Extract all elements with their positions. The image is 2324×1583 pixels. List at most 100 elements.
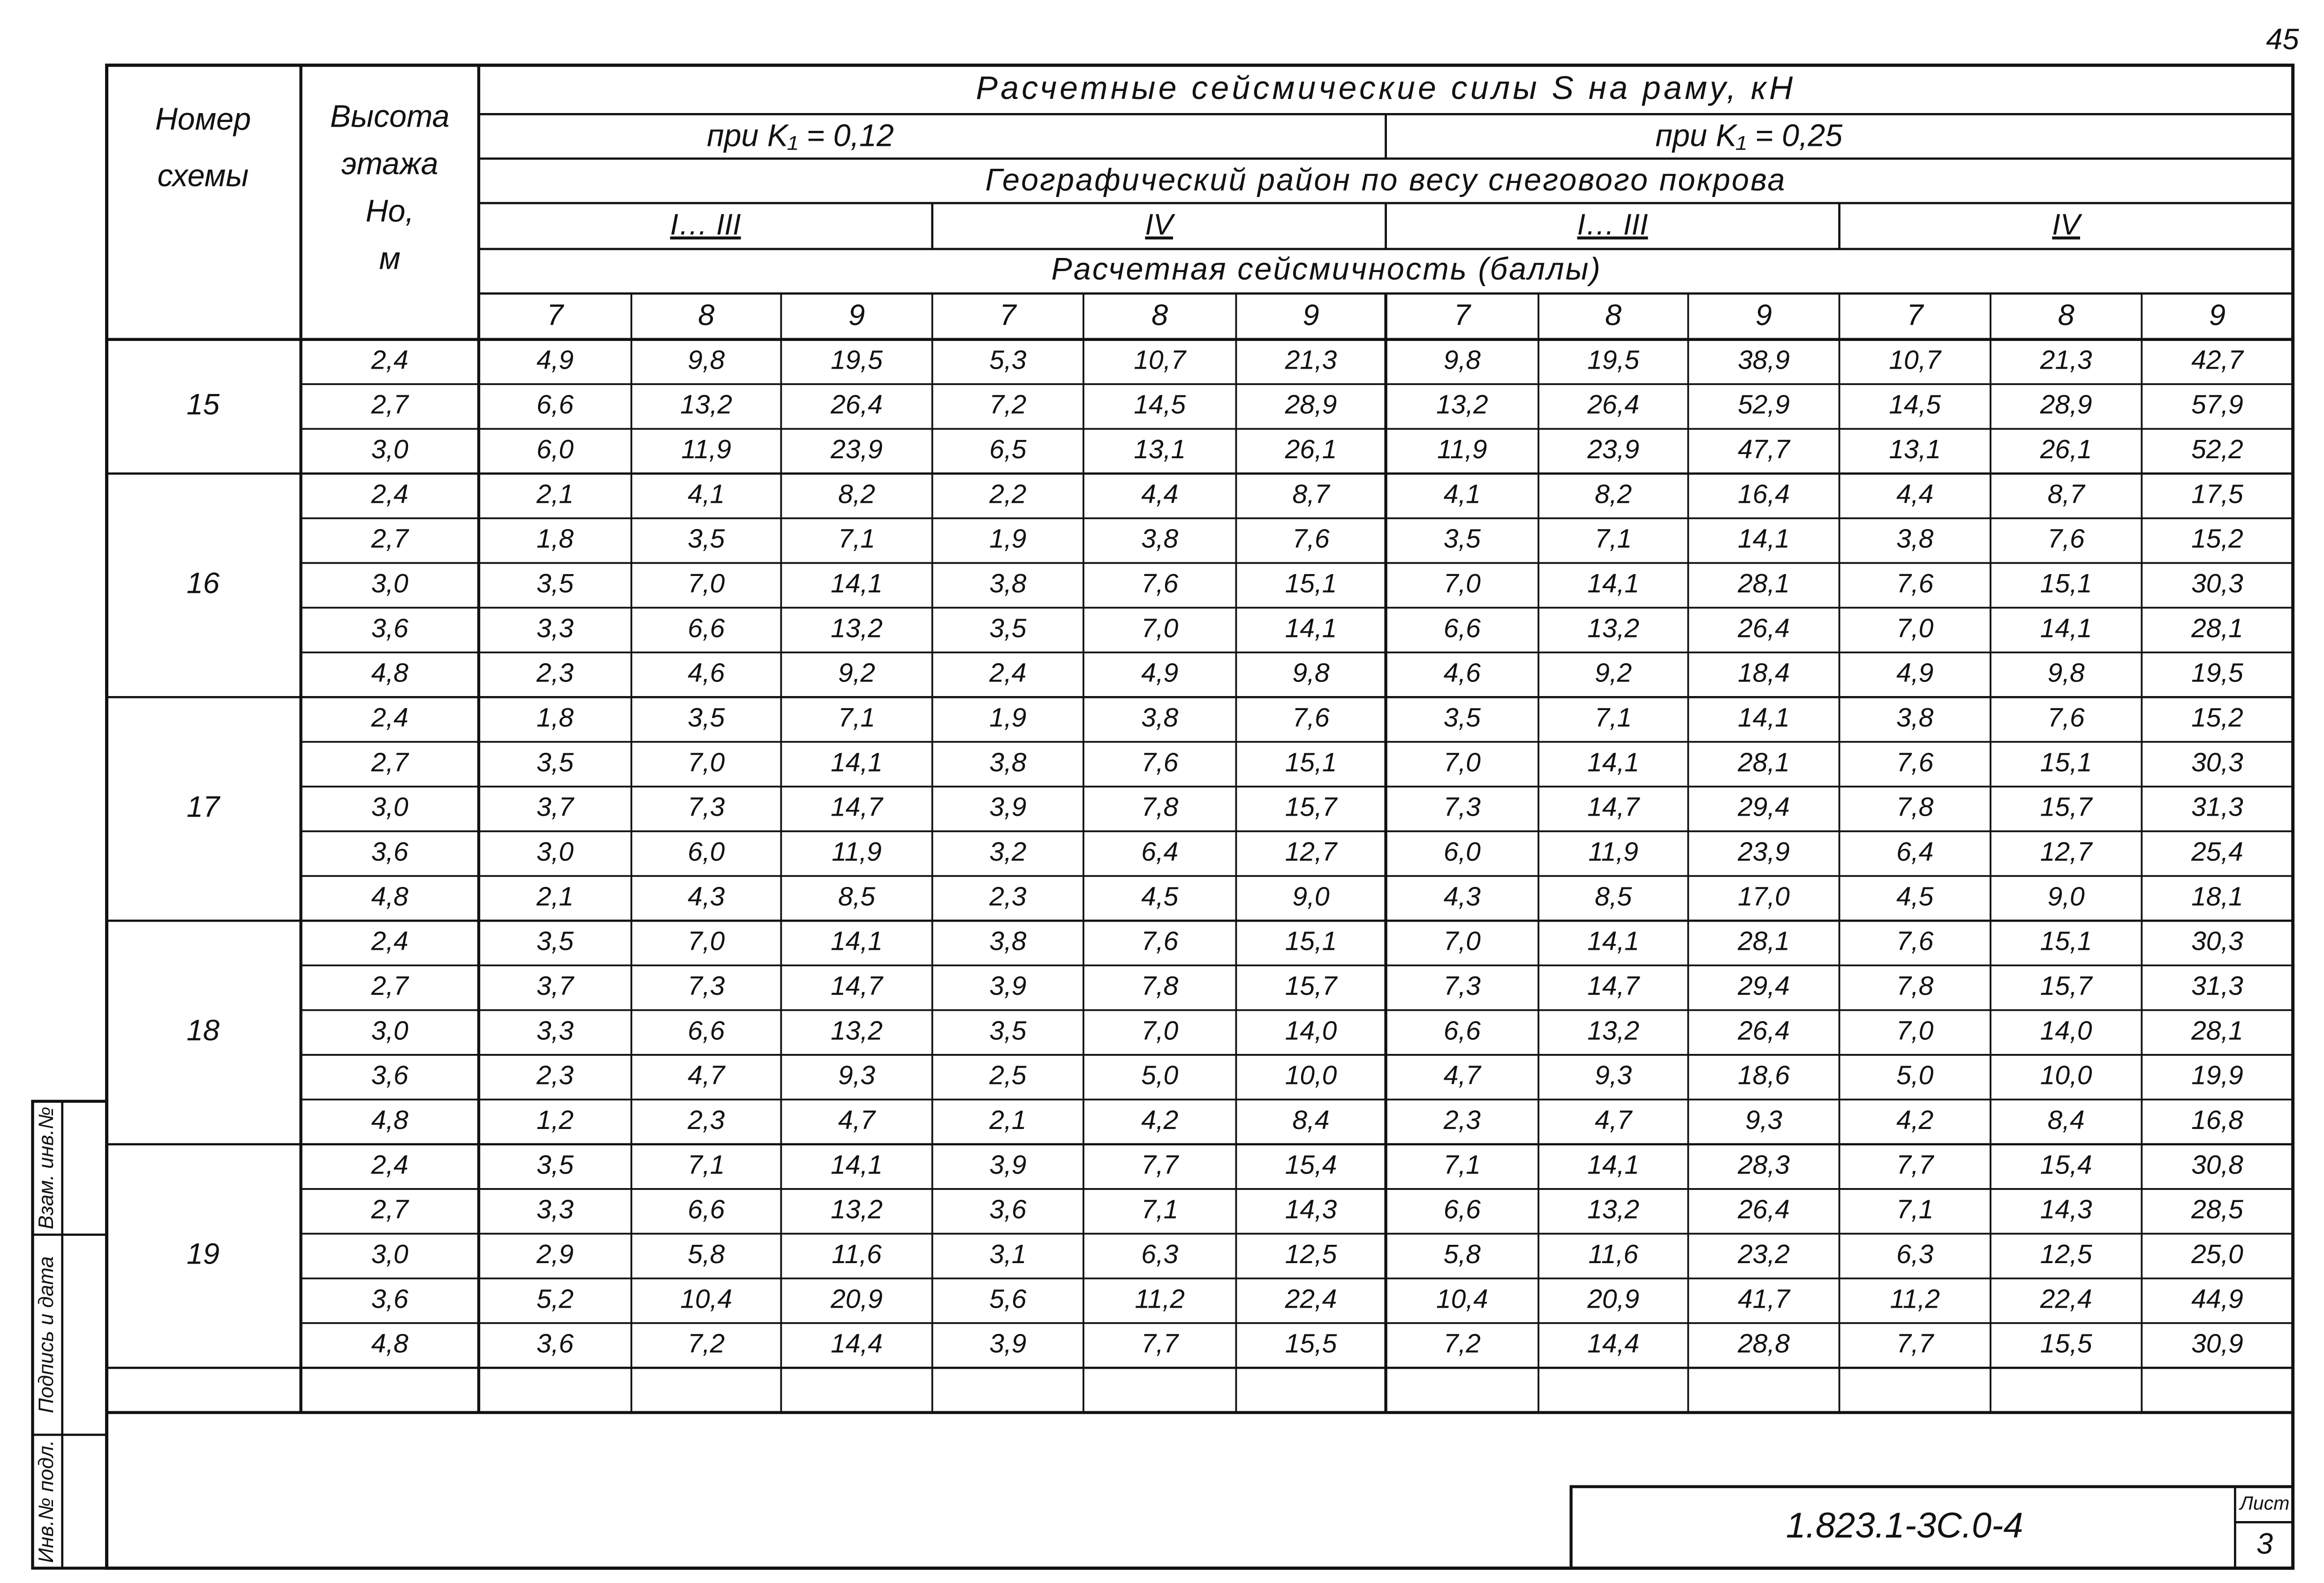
cell-value: 16,8 — [2191, 1106, 2243, 1135]
row-height: 2,7 — [371, 390, 409, 420]
cell-value: 15,2 — [2191, 703, 2243, 733]
cell-value: 14,7 — [831, 971, 884, 1001]
cell-value: 7,6 — [1141, 569, 1178, 598]
header-intensity: 7 — [547, 299, 565, 332]
cell-value: 7,7 — [1141, 1150, 1179, 1180]
cell-value: 8,7 — [2048, 479, 2086, 509]
cell-value: 7,3 — [688, 971, 725, 1001]
cell-value: 4,6 — [1444, 659, 1481, 688]
cell-value: 7,6 — [2048, 703, 2085, 733]
row-height: 3,6 — [371, 1061, 409, 1091]
cell-value: 42,7 — [2191, 345, 2244, 375]
cell-value: 3,5 — [537, 927, 574, 956]
cell-value: 25,0 — [2191, 1240, 2243, 1269]
cell-value: 26,4 — [1587, 390, 1639, 420]
row-height: 3,6 — [371, 837, 409, 867]
cell-value: 3,8 — [1896, 703, 1933, 733]
cell-value: 23,9 — [1737, 837, 1790, 867]
cell-value: 3,5 — [989, 614, 1026, 643]
cell-value: 29,4 — [1737, 793, 1790, 822]
cell-value: 15,7 — [2040, 971, 2093, 1001]
cell-value: 10,0 — [1285, 1061, 1337, 1091]
header-region: IV — [2052, 208, 2083, 241]
cell-value: 1,9 — [989, 524, 1026, 554]
cell-value: 14,1 — [831, 1150, 883, 1180]
cell-value: 3,8 — [1896, 524, 1933, 554]
cell-value: 25,4 — [2191, 837, 2243, 867]
cell-value: 28,5 — [2191, 1195, 2243, 1225]
cell-value: 2,3 — [536, 1061, 574, 1091]
cell-value: 31,3 — [2191, 793, 2243, 822]
row-height: 2,7 — [371, 524, 409, 554]
cell-value: 7,1 — [838, 703, 875, 733]
cell-value: 7,2 — [688, 1329, 725, 1359]
cell-value: 14,4 — [1587, 1329, 1639, 1359]
cell-value: 23,9 — [830, 435, 883, 464]
cell-value: 2,1 — [989, 1106, 1026, 1135]
row-height: 2,4 — [371, 927, 409, 956]
cell-value: 13,2 — [680, 390, 732, 420]
cell-value: 2,4 — [989, 659, 1026, 688]
cell-value: 13,1 — [1134, 435, 1186, 464]
header-intensity: 9 — [1756, 299, 1772, 332]
cell-value: 9,8 — [688, 345, 725, 375]
cell-value: 4,7 — [838, 1106, 876, 1135]
header-intensity-title: Расчетная сейсмичность (баллы) — [1052, 252, 1602, 287]
cell-value: 4,5 — [1141, 882, 1178, 911]
cell-value: 9,3 — [1595, 1061, 1632, 1091]
cell-value: 7,1 — [1595, 703, 1632, 733]
cell-value: 7,1 — [688, 1150, 725, 1180]
cell-value: 7,6 — [1896, 748, 1933, 777]
cell-value: 7,3 — [1444, 971, 1481, 1001]
header-intensity: 8 — [1151, 299, 1168, 332]
row-height: 2,4 — [371, 703, 409, 733]
cell-value: 20,9 — [1587, 1284, 1639, 1314]
cell-value: 15,1 — [1285, 569, 1337, 598]
cell-value: 14,3 — [2040, 1195, 2092, 1225]
cell-value: 7,7 — [1896, 1150, 1934, 1180]
header-region: IV — [1145, 208, 1176, 241]
cell-value: 6,5 — [989, 435, 1026, 464]
cell-value: 7,8 — [1141, 793, 1178, 822]
cell-value: 52,9 — [1738, 390, 1790, 420]
header-coef: при K₁ = 0,12 — [707, 118, 894, 153]
header-intensity: 7 — [1907, 299, 1924, 332]
cell-value: 3,8 — [1141, 524, 1178, 554]
cell-value: 6,3 — [1141, 1240, 1178, 1269]
cell-value: 15,7 — [1285, 971, 1338, 1001]
cell-value: 3,2 — [989, 837, 1026, 867]
cell-value: 2,1 — [536, 882, 574, 911]
cell-value: 2,1 — [536, 479, 574, 509]
cell-value: 7,3 — [688, 793, 725, 822]
cell-value: 7,6 — [1141, 927, 1178, 956]
cell-value: 28,1 — [1737, 569, 1790, 598]
header-scheme: схемы — [158, 159, 249, 193]
cell-value: 15,4 — [2040, 1150, 2092, 1180]
cell-value: 2,3 — [687, 1106, 725, 1135]
cell-value: 7,1 — [1896, 1195, 1933, 1225]
cell-value: 2,3 — [989, 882, 1026, 911]
cell-value: 14,5 — [1134, 390, 1186, 420]
cell-value: 28,9 — [1285, 390, 1337, 420]
row-height: 3,6 — [371, 614, 409, 643]
cell-value: 5,8 — [1444, 1240, 1481, 1269]
cell-value: 3,5 — [989, 1016, 1026, 1045]
row-height: 4,8 — [371, 882, 409, 911]
page-number: 45 — [2266, 23, 2299, 56]
cell-value: 12,5 — [2040, 1240, 2092, 1269]
cell-value: 7,1 — [1595, 524, 1632, 554]
cell-value: 16,4 — [1738, 479, 1790, 509]
header-height: этажа — [341, 146, 439, 181]
cell-value: 3,9 — [989, 793, 1026, 822]
row-height: 2,7 — [371, 971, 409, 1001]
cell-value: 5,2 — [537, 1284, 574, 1314]
cell-value: 11,9 — [832, 837, 881, 867]
row-height: 3,0 — [371, 793, 409, 822]
cell-value: 7,7 — [1141, 1329, 1179, 1359]
cell-value: 7,1 — [838, 524, 875, 554]
cell-value: 57,9 — [2191, 390, 2243, 420]
cell-value: 4,9 — [1141, 659, 1178, 688]
cell-value: 7,6 — [1896, 927, 1933, 956]
row-height: 4,8 — [371, 659, 409, 688]
row-height: 3,0 — [371, 1016, 409, 1045]
